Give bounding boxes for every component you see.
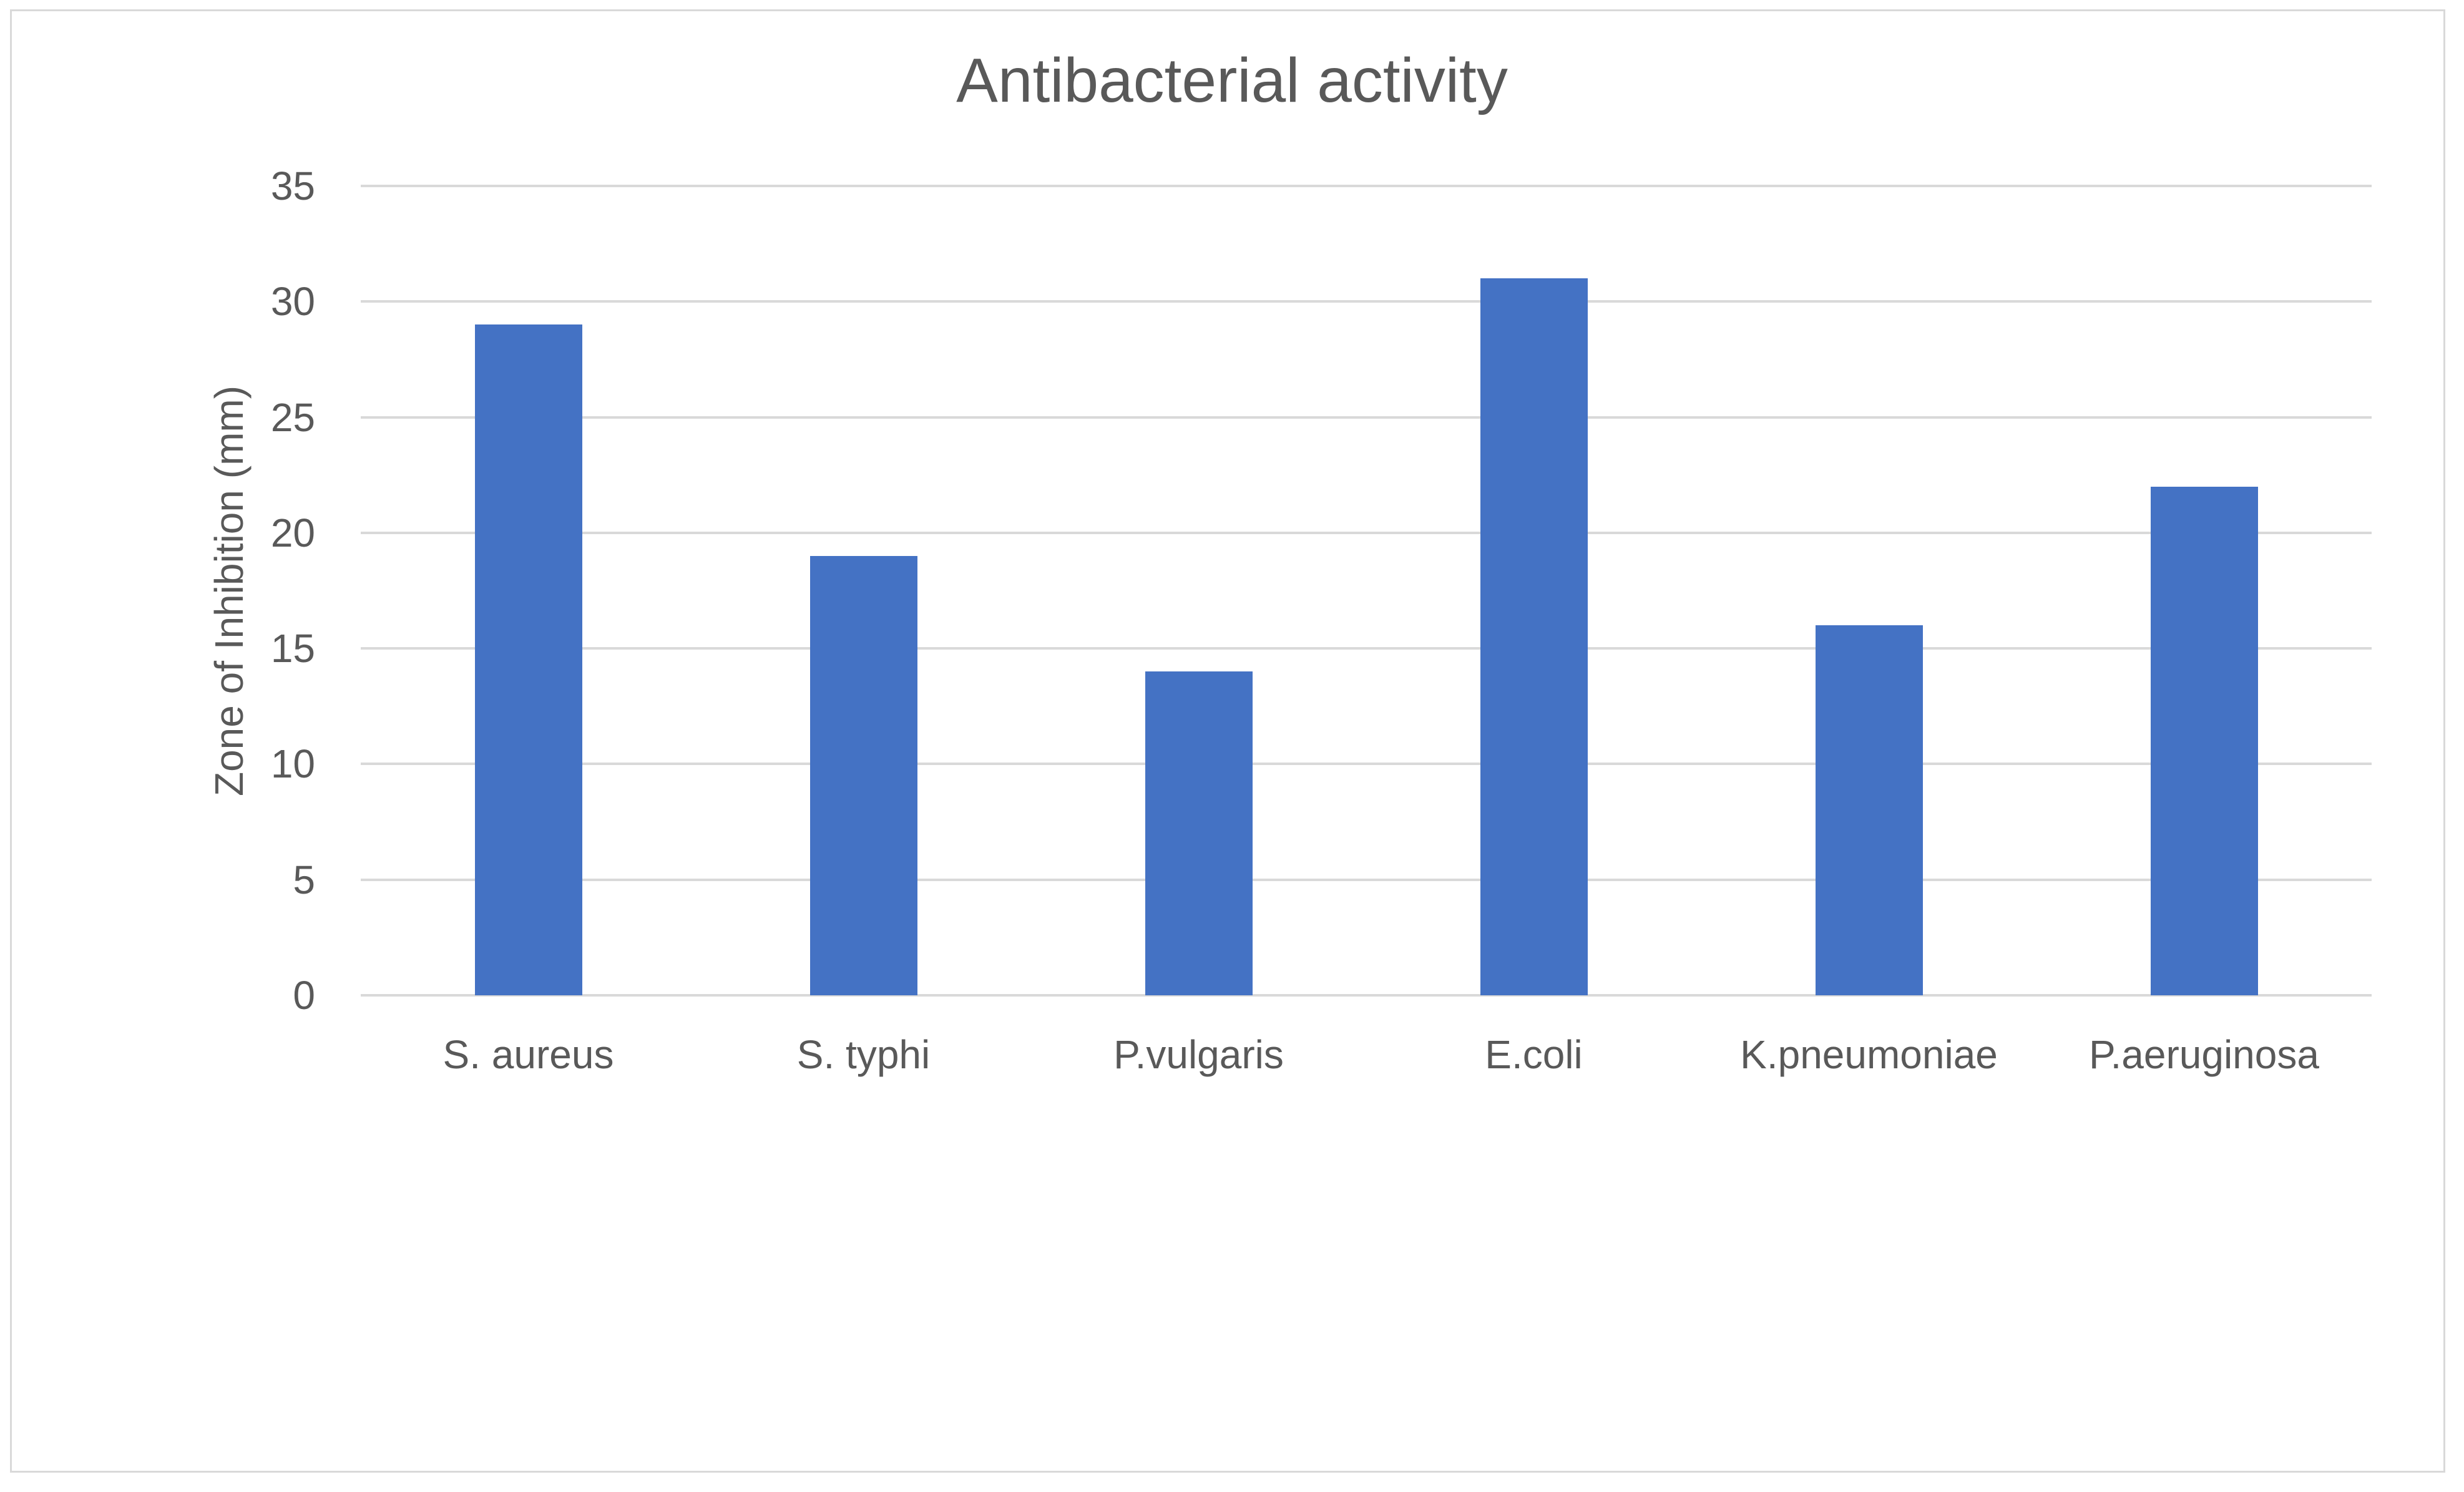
gridline-y-35: [361, 185, 2372, 187]
y-tick-label-5: 5: [293, 857, 315, 902]
gridline-y-15: [361, 647, 2372, 650]
x-label-p-vulgaris: P.vulgaris: [1113, 1032, 1284, 1077]
x-label-p-aeruginosa: P.aeruginosa: [2089, 1032, 2319, 1077]
bar-s-aureus: [474, 324, 582, 995]
gridline-y-25: [361, 416, 2372, 419]
y-tick-label-30: 30: [270, 279, 315, 324]
plot-area: [361, 185, 2372, 997]
x-label-k-pneumoniae: K.pneumoniae: [1740, 1032, 1998, 1077]
bar-k-pneumoniae: [1815, 625, 1923, 995]
gridline-y-0: [361, 994, 2372, 997]
y-tick-label-15: 15: [270, 626, 315, 671]
bar-e-coli: [1480, 278, 1588, 995]
gridline-y-5: [361, 878, 2372, 881]
gridline-y-10: [361, 763, 2372, 766]
bar-p-aeruginosa: [2150, 486, 2258, 995]
y-tick-label-0: 0: [293, 973, 315, 1018]
x-label-s-aureus: S. aureus: [442, 1032, 614, 1077]
x-label-e-coli: E.coli: [1485, 1032, 1583, 1077]
bar-p-vulgaris: [1145, 671, 1253, 995]
y-axis-title: Zone of Inhibition (mm): [207, 385, 252, 797]
gridline-y-20: [361, 531, 2372, 534]
chart-title: Antibacterial activity: [956, 46, 1508, 115]
y-tick-label-20: 20: [270, 510, 315, 555]
y-tick-label-25: 25: [270, 394, 315, 440]
y-tick-label-35: 35: [270, 163, 315, 208]
y-tick-label-10: 10: [270, 741, 315, 787]
x-label-s-typhi: S. typhi: [796, 1032, 931, 1077]
bar-s-typhi: [809, 555, 917, 995]
gridline-y-30: [361, 300, 2372, 303]
